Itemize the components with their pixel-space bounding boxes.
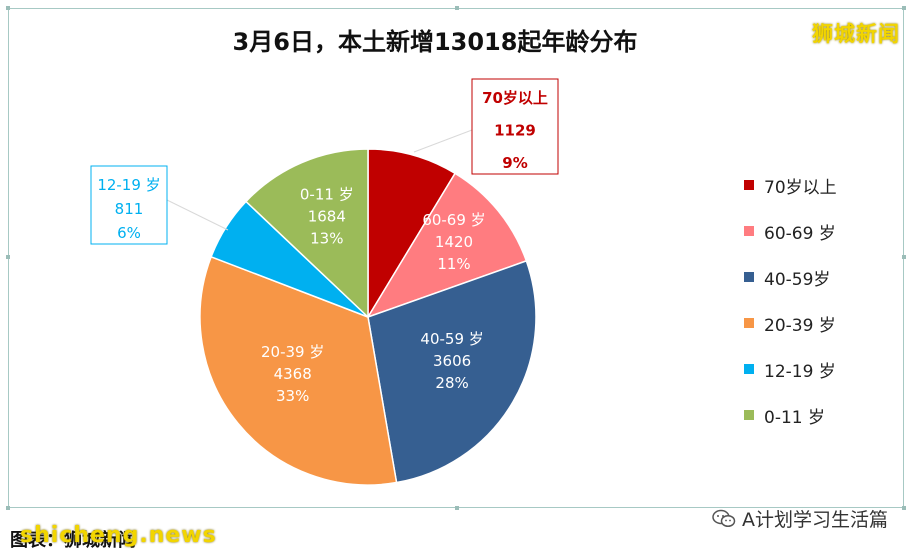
resize-handle[interactable] [6,6,10,10]
legend-item: 40-59岁 [744,254,894,300]
slice-percent: 11% [437,255,470,273]
slice-label: 70岁以上 [482,89,548,107]
account-signature: A计划学习生活篇 [712,505,888,532]
legend-swatch [744,180,754,190]
chart-title: 3月6日，本土新增13018起年龄分布 [232,28,638,56]
legend-swatch [744,410,754,420]
pie-slice [244,148,369,319]
pie-slice [367,259,537,484]
legend-item: 0-11 岁 [744,392,894,438]
legend-label: 0-11 岁 [764,407,825,428]
slice-label: 20-39 岁 [261,343,324,361]
legend-label: 12-19 岁 [764,361,836,382]
legend-label: 70岁以上 [764,177,837,198]
callout-leader [166,199,229,231]
slice-label: 12-19 岁 [97,176,160,194]
legend-swatch [744,318,754,328]
slice-value: 1420 [435,233,473,251]
resize-handle[interactable] [6,255,10,259]
resize-handle[interactable] [902,6,906,10]
resize-handle[interactable] [455,6,459,10]
resize-handle[interactable] [902,506,906,510]
legend-label: 20-39 岁 [764,315,836,336]
resize-handle[interactable] [6,506,10,510]
callout-box [90,165,168,245]
slice-value: 811 [115,200,144,218]
slice-value: 4368 [274,365,312,383]
slice-value: 1129 [494,122,536,140]
legend-label: 40-59岁 [764,269,831,290]
legend-swatch [744,364,754,374]
account-name: A计划学习生活篇 [742,509,888,531]
wechat-icon [712,509,736,529]
brand-logo-text: 狮城新闻 [812,22,900,46]
slice-label: 60-69 岁 [422,211,485,229]
legend-label: 60-69 岁 [764,223,836,244]
legend-item: 20-39 岁 [744,300,894,346]
pie-slice [199,255,398,486]
slice-label: 0-11 岁 [300,185,354,203]
watermark: shicheng.news [20,523,217,548]
slice-percent: 13% [310,229,343,247]
slice-value: 3606 [433,352,471,370]
legend-item: 70岁以上 [744,162,894,208]
source-credit: 图表：狮城新闻 [10,530,136,551]
resize-handle[interactable] [455,506,459,510]
slice-value: 1684 [308,207,346,225]
slice-percent: 28% [435,374,468,392]
chart-legend: 70岁以上 60-69 岁 40-59岁 20-39 岁 12-19 岁 0-11 岁 [744,162,894,438]
legend-swatch [744,272,754,282]
legend-item: 12-19 岁 [744,346,894,392]
slice-percent: 33% [276,387,309,405]
callout-leader [413,129,473,153]
legend-swatch [744,226,754,236]
slice-percent: 6% [117,224,141,242]
callout-box [471,78,559,175]
pie-slice [366,172,528,319]
pie-slice [367,148,457,320]
resize-handle[interactable] [902,255,906,259]
slice-label: 40-59 岁 [420,330,483,348]
slice-percent: 9% [502,154,527,172]
legend-item: 60-69 岁 [744,208,894,254]
